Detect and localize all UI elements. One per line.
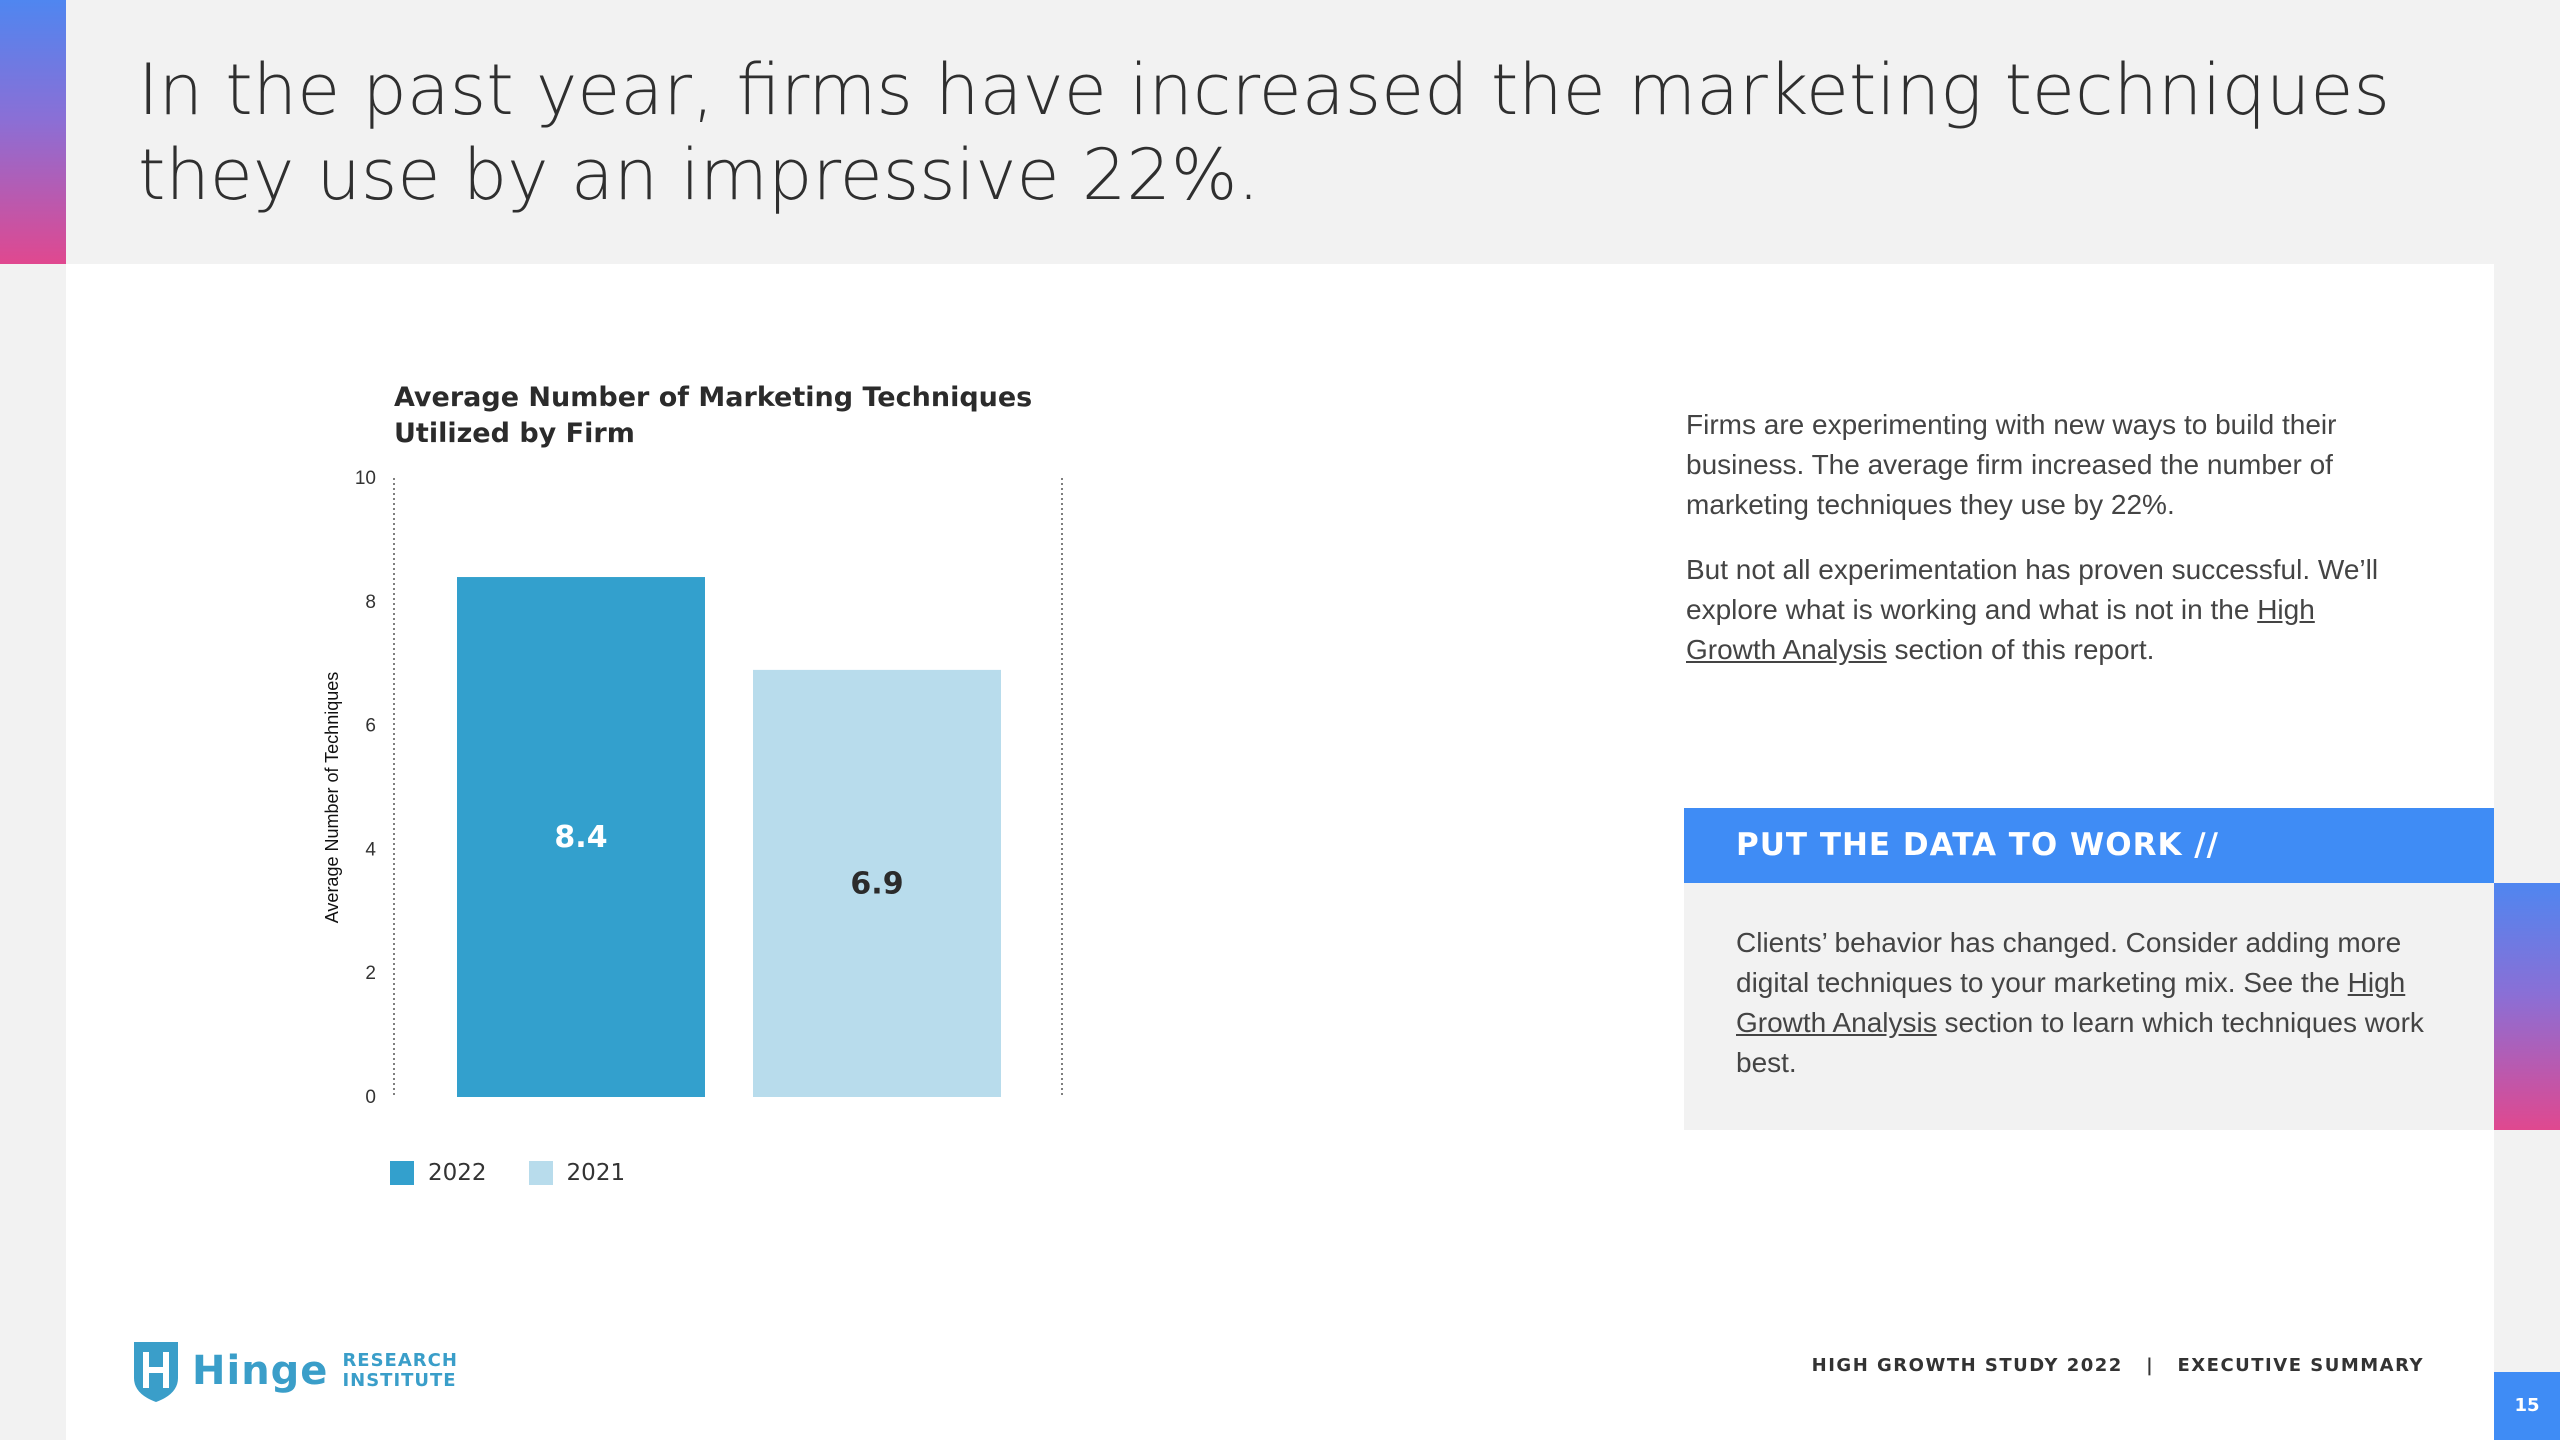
legend-swatch-2022 [390, 1161, 414, 1185]
cta-text-post: section to learn which techniques work b… [1736, 1007, 2424, 1078]
y-tick-label: 6 [365, 716, 376, 737]
chart-legend: 2022 2021 [390, 1160, 653, 1186]
y-tick-label: 2 [365, 963, 376, 984]
legend-item-2021: 2021 [528, 1160, 626, 1186]
chart-title: Average Number of Marketing Techniques U… [394, 382, 1033, 449]
y-axis-label: Average Number of Techniques [322, 672, 342, 924]
legend-label-2022: 2022 [428, 1160, 487, 1186]
hinge-logo: Hinge RESEARCH INSTITUTE [130, 1338, 458, 1404]
logo-subtitle: RESEARCH INSTITUTE [342, 1351, 457, 1391]
y-tick-label: 10 [355, 468, 376, 489]
bar-chart: 0 2 4 6 8 10 Average Number of Techniques 8.4 6.… [322, 468, 1063, 1108]
logo-subtitle-line2: INSTITUTE [342, 1370, 457, 1391]
cta-header: PUT THE DATA TO WORK // [1684, 808, 2494, 883]
shield-logo-icon [134, 1342, 178, 1402]
y-tick-label: 4 [365, 839, 376, 860]
cta-text-pre: Clients’ behavior has changed. Consider … [1736, 927, 2402, 998]
logo-wordmark: Hinge [192, 1348, 329, 1394]
cta-body: Clients’ behavior has changed. Consider … [1684, 883, 2494, 1130]
footer-study-label: HIGH GROWTH STUDY 2022 | EXECUTIVE SUMMA… [1811, 1355, 2424, 1376]
accent-bar-top [0, 0, 66, 264]
cta-high-growth-analysis-link[interactable]: High Growth Analysis [1736, 967, 2406, 1038]
y-tick-label: 0 [365, 1087, 376, 1108]
legend-label-2021: 2021 [566, 1160, 626, 1186]
bar-value-label: 8.4 [554, 820, 607, 855]
page-title: In the past year, firms have increased t… [138, 49, 2390, 216]
accent-bar-right [2494, 883, 2560, 1130]
analysis-text-post: section of this report. [1886, 634, 2155, 665]
bar-2021 [753, 669, 1001, 1097]
summary-paragraph: Firms are experimenting with new ways to… [1686, 409, 2337, 520]
analysis-text-pre: But not all experimentation has proven s… [1686, 554, 2379, 625]
legend-swatch-2021 [528, 1161, 553, 1185]
y-tick-label: 8 [365, 592, 376, 613]
bar-value-label: 6.9 [850, 866, 903, 901]
bar-2022 [457, 577, 705, 1097]
legend-item-2022: 2022 [390, 1160, 487, 1186]
page-number: 15 [2494, 1372, 2560, 1440]
logo-subtitle-line1: RESEARCH [342, 1350, 458, 1371]
analysis-paragraph: But not all experimentation has proven s… [1686, 550, 2406, 670]
high-growth-analysis-link[interactable]: High Growth Analysis [1686, 594, 2315, 665]
